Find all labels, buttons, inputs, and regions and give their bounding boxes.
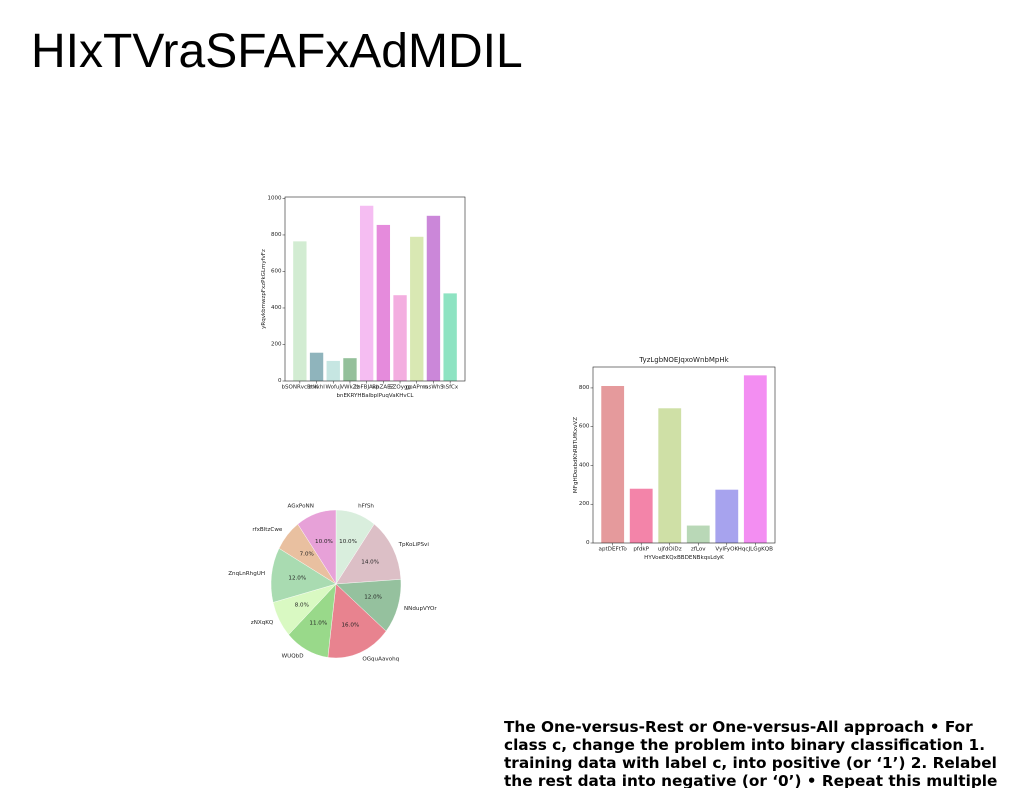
bar [309, 352, 324, 381]
pie-label: TpKoLiPSvi [398, 542, 430, 548]
x-tick-label: ujfdOiDz [658, 547, 682, 553]
x-tick-label: zbFBJAvp [354, 385, 380, 391]
y-tick-label: 1000 [268, 195, 282, 201]
y-tick-label: 600 [271, 268, 282, 274]
bar [658, 408, 682, 543]
chart-title: TyzLgbNOEJqxoWnbMpHk [638, 356, 729, 364]
y-axis-label: MFgHDoxbdKhRBTUfKxvVZ [573, 417, 579, 493]
bar [393, 295, 407, 381]
y-tick-label: 600 [579, 424, 590, 430]
y-tick-label: 400 [579, 462, 590, 468]
page-title: HIxTVraSFAFxAdMDIL [31, 25, 523, 78]
bar [376, 224, 391, 381]
x-tick-label: VyIFyOK [715, 547, 738, 553]
bar [629, 488, 653, 543]
pie-slice [327, 583, 387, 659]
plot-frame [284, 196, 466, 382]
pie-percent-label: 11.0% [309, 621, 327, 627]
x-tick-label: gpAPms [406, 385, 428, 391]
pie-label: ZnqLnRhgUH [228, 571, 265, 577]
bar [359, 205, 374, 381]
bar [601, 385, 625, 543]
y-tick-label: 800 [579, 385, 590, 391]
pie-percent-label: 14.0% [361, 560, 379, 566]
y-tick-label: 800 [271, 232, 282, 238]
bar [426, 215, 441, 381]
x-tick-label: aptDEFtTo [599, 547, 628, 553]
pie-label: zNXqKQ [251, 620, 274, 626]
pie-label: WUQbD [282, 654, 304, 660]
body-text-line: training data with label c, into positiv… [504, 754, 997, 772]
pie-percent-label: 12.0% [288, 575, 306, 581]
y-tick-label: 200 [271, 341, 282, 347]
pie-slice [335, 523, 402, 585]
y-tick-label: 0 [586, 540, 590, 546]
pie-slice [297, 509, 337, 585]
x-tick-label: VWkZz [340, 385, 359, 391]
y-tick-label: 200 [579, 501, 590, 507]
body-text-line: the rest data into negative (or ‘0’) • R… [504, 772, 998, 788]
x-tick-label: hSfCx [442, 385, 459, 391]
pie-percent-label: 7.0% [300, 552, 314, 558]
pie-percent-label: 10.0% [339, 539, 357, 545]
x-tick-label: EZOygp [389, 385, 411, 391]
bar [410, 236, 424, 381]
bar [743, 375, 767, 543]
x-axis-label: bnEKRYHBalbplPuqVaKHvCL [336, 393, 414, 399]
bar [326, 360, 340, 381]
bar-chart-right: 0 200 400 600 800 aptDEFtTo pfdkP ujfdOiDz zfLov… [573, 356, 776, 561]
pie-percent-label: 8.0% [295, 602, 309, 608]
bar [686, 525, 710, 543]
pie-label: hFfSh [358, 504, 374, 510]
x-tick-label: Wofuj [326, 385, 342, 391]
body-text-line: The One-versus-Rest or One-versus-All ap… [504, 718, 973, 736]
x-tick-label: zrxxhl [308, 385, 325, 391]
y-tick-label: 400 [271, 305, 282, 311]
bar [343, 358, 357, 381]
y-tick-label: 0 [278, 378, 282, 384]
pie-label: OGquAavohq [362, 657, 399, 663]
x-tick-label: RhZAEZ [372, 385, 394, 391]
pie-percent-label: 10.0% [315, 539, 333, 545]
body-text: The One-versus-Rest or One-versus-All ap… [504, 718, 1019, 788]
body-text-line: class c, change the problem into binary … [504, 736, 986, 754]
x-tick-label: zfLov [691, 547, 706, 553]
bar [715, 489, 739, 543]
x-tick-label: bSONRvcBtIK [282, 385, 319, 391]
pie-label: AGxPoNN [288, 504, 314, 510]
x-tick-label: HqcJLGgKQB [738, 547, 774, 553]
plot-frame [592, 366, 776, 544]
x-axis-label: HYVoeEKQxBBDENBkqsLdyK [644, 555, 724, 561]
pie-chart: 10.0% hFfSh 14.0% TpKoLiPSvi 12.0% NNdupVYOr 1… [228, 504, 437, 663]
pie-percent-label: 16.0% [341, 622, 359, 628]
bar [443, 293, 457, 381]
x-tick-label: pfdkP [633, 547, 649, 553]
x-tick-label: msWhS [423, 385, 444, 391]
pie-label: rfxBltzCwe [252, 527, 283, 533]
pie-label: NNdupVYOr [404, 606, 437, 612]
pie-percent-label: 12.0% [364, 595, 382, 601]
bar [293, 241, 307, 381]
y-axis-label: yRqvkbmwzpFxzPkGLmyfvFz [261, 249, 267, 329]
